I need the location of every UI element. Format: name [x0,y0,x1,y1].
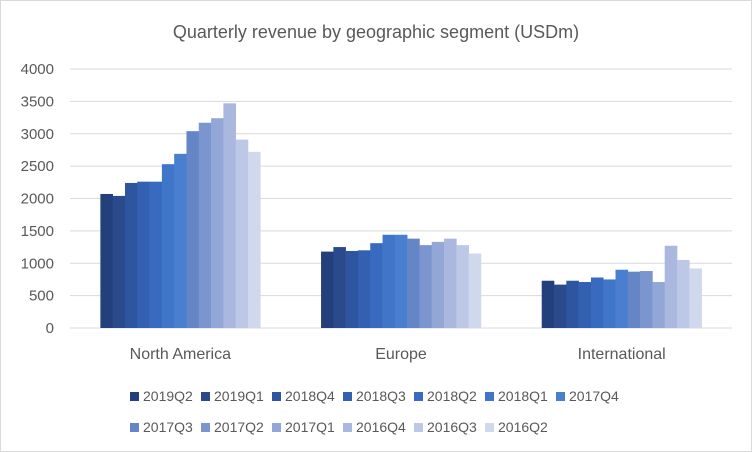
legend-label: 2017Q1 [285,419,335,435]
y-tick-label: 2500 [21,158,54,175]
bar [468,253,482,328]
legend-swatch [485,423,494,432]
y-tick-label: 3500 [21,93,54,110]
bar [370,243,383,328]
y-axis: 0 500 1000 1500 2000 2500 3000 3500 4000 [21,61,54,337]
bar [541,280,555,328]
bar [174,153,187,328]
bar [211,118,224,329]
legend-swatch [343,392,352,401]
bar [161,164,175,328]
legend-label: 2018Q2 [427,388,477,404]
bar [578,282,592,328]
legend-swatch [272,392,281,401]
bar [149,181,163,328]
bar [456,245,469,328]
legend-swatch [130,392,139,401]
y-tick-label: 500 [29,288,54,305]
y-tick-label: 0 [46,320,54,337]
bar [444,238,457,328]
bar [566,280,579,328]
bar [431,241,445,328]
legend-swatch [414,392,423,401]
legend-swatch [556,392,565,401]
legend-swatch [343,423,352,432]
legend-label: 2018Q3 [356,388,406,404]
bars [100,103,702,329]
legend-label: 2016Q3 [427,419,477,435]
legend-swatch [414,423,423,432]
legend-swatch [201,423,210,432]
bar [333,247,346,328]
bar [186,131,200,328]
y-tick-label: 4000 [21,61,54,78]
bar [247,151,261,328]
bar [590,277,604,328]
bar [321,251,334,328]
legend: 2019Q2 2019Q1 2018Q4 2018Q3 2018Q2 2018Q1 2017… [130,388,619,435]
bar [689,268,702,328]
bar [100,193,113,328]
legend-label: 2016Q2 [498,419,548,435]
legend-label: 2018Q4 [285,388,335,404]
y-tick-label: 3000 [21,126,54,143]
bar [382,234,396,328]
bar [407,238,420,328]
x-category-label: North America [130,346,231,363]
bar [394,234,408,328]
bar [677,260,690,328]
legend-label: 2016Q4 [356,419,406,435]
bar [652,282,666,328]
bar [419,245,433,328]
legend-swatch [485,392,494,401]
bar [627,271,641,328]
legend-label: 2019Q1 [214,388,264,404]
bar [235,139,249,328]
y-tick-label: 1500 [21,223,54,240]
x-category-label: International [578,346,666,363]
y-tick-label: 1000 [21,255,54,272]
legend-label: 2017Q2 [214,419,264,435]
x-axis: North America Europe International [130,346,666,363]
legend-swatch [201,392,210,401]
bar [603,279,616,328]
bar [554,284,567,328]
legend-swatch [272,423,281,432]
bar [345,250,359,328]
bar [112,195,126,328]
bar [198,122,212,329]
bar [357,250,371,328]
legend-swatch [130,423,139,432]
bar [124,182,138,328]
chart-title: Quarterly revenue by geographic segment … [173,22,579,42]
legend-label: 2017Q4 [569,388,619,404]
bar [137,181,150,328]
legend-label: 2019Q2 [143,388,193,404]
bar [640,271,653,328]
bar [223,103,236,328]
bar [664,245,678,328]
legend-label: 2018Q1 [498,388,548,404]
y-tick-label: 2000 [21,191,54,208]
legend-label: 2017Q3 [143,419,193,435]
x-category-label: Europe [375,346,427,363]
bar [615,269,629,328]
